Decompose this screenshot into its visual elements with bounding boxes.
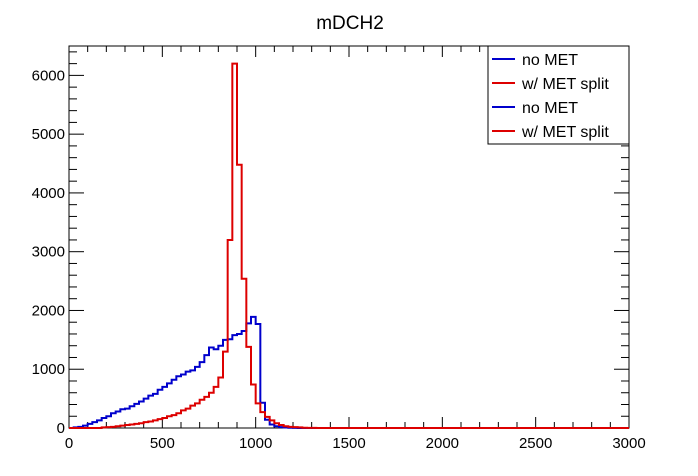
x-tick-label: 1500: [332, 435, 365, 452]
legend-label: w/ MET split: [521, 76, 609, 93]
series-0-line: [69, 315, 629, 429]
legend-label: no MET: [522, 52, 578, 69]
legend: no MET w/ MET split no MET w/ MET split: [487, 45, 630, 145]
y-tick-label: 1000: [32, 361, 65, 378]
y-tick-label: 2000: [32, 302, 65, 319]
legend-box: [487, 45, 630, 145]
chart-title: mDCH2: [316, 13, 384, 34]
legend-label: w/ MET split: [521, 124, 609, 141]
y-tick-label: 0: [57, 420, 65, 437]
x-tick-label: 500: [150, 435, 175, 452]
legend-label: no MET: [522, 100, 578, 117]
y-tick-label: 4000: [32, 185, 65, 202]
x-tick-label: 0: [65, 435, 73, 452]
x-tick-label: 2500: [519, 435, 552, 452]
y-tick-label: 6000: [32, 67, 65, 84]
series-1-line: [69, 62, 629, 429]
x-tick-label: 1000: [239, 435, 272, 452]
y-tick-label: 5000: [32, 126, 65, 143]
plot-area: 0 500 1000 1500 2000 2500 3000 0 1000 2000 3000 400…: [32, 45, 646, 452]
x-tick-label: 3000: [612, 435, 645, 452]
x-tick-label: 2000: [426, 435, 459, 452]
y-tick-label: 3000: [32, 244, 65, 261]
